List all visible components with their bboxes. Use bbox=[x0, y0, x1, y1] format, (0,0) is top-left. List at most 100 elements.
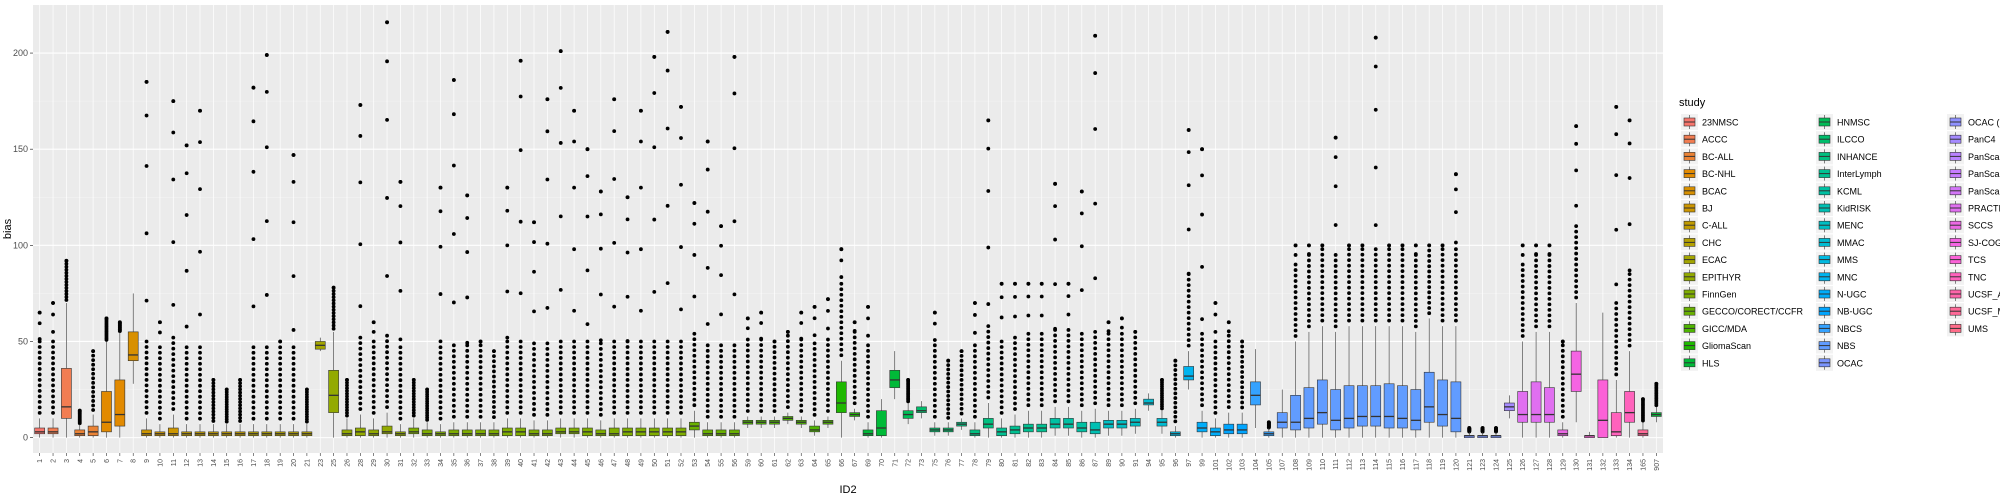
outlier-point bbox=[532, 379, 536, 384]
outlier-point bbox=[679, 136, 683, 140]
x-tick-label-165: 165 bbox=[1640, 459, 1647, 471]
outlier-point bbox=[598, 412, 603, 417]
outlier-point bbox=[692, 342, 697, 347]
outlier-point bbox=[1534, 275, 1538, 279]
outlier-point bbox=[759, 336, 764, 341]
outlier-point bbox=[398, 389, 403, 394]
outlier-point bbox=[852, 362, 857, 367]
outlier-point bbox=[1066, 366, 1071, 371]
box-7 bbox=[114, 320, 126, 438]
outlier-point bbox=[1039, 313, 1044, 318]
outlier-point bbox=[719, 409, 723, 414]
box-86 bbox=[1076, 189, 1088, 438]
outlier-point bbox=[1106, 370, 1111, 375]
outlier-point bbox=[1574, 229, 1579, 234]
outlier-point bbox=[652, 356, 657, 360]
x-tick-label-52: 52 bbox=[678, 459, 685, 467]
x-tick-label-128: 128 bbox=[1547, 459, 1554, 471]
outlier-point bbox=[1119, 381, 1124, 386]
box-32 bbox=[408, 378, 420, 438]
outlier-point bbox=[732, 219, 737, 224]
legend-label: BC-ALL bbox=[1702, 152, 1734, 162]
x-tick-label-75: 75 bbox=[932, 459, 939, 467]
outlier-point bbox=[184, 356, 189, 361]
outlier-point bbox=[518, 345, 523, 349]
box-body bbox=[1423, 371, 1435, 423]
outlier-point bbox=[492, 374, 496, 379]
outlier-point bbox=[1066, 355, 1071, 360]
outlier-point bbox=[1307, 275, 1311, 279]
outlier-point bbox=[1066, 312, 1071, 317]
box-51 bbox=[662, 30, 673, 438]
outlier-point bbox=[398, 411, 403, 416]
box-body bbox=[61, 368, 72, 419]
outlier-point bbox=[852, 401, 857, 406]
outlier-point bbox=[1026, 392, 1031, 397]
outlier-point bbox=[1226, 377, 1231, 382]
outlier-point bbox=[345, 408, 349, 413]
outlier-point bbox=[973, 376, 977, 381]
outlier-point bbox=[371, 339, 376, 344]
x-tick-label-99: 99 bbox=[1200, 459, 1207, 467]
outlier-point bbox=[545, 346, 550, 351]
outlier-point bbox=[278, 372, 283, 377]
outlier-point bbox=[1093, 368, 1098, 373]
outlier-point bbox=[51, 410, 55, 415]
outlier-point bbox=[1627, 338, 1632, 343]
box-54 bbox=[702, 139, 714, 438]
outlier-point bbox=[1226, 339, 1231, 344]
outlier-point bbox=[358, 390, 363, 395]
box-body bbox=[595, 429, 607, 436]
outlier-point bbox=[545, 412, 550, 417]
outlier-point bbox=[959, 406, 964, 411]
outlier-point bbox=[639, 389, 643, 393]
x-tick-label-73: 73 bbox=[919, 459, 926, 467]
box-113 bbox=[1357, 243, 1368, 438]
outlier-point bbox=[371, 394, 376, 399]
outlier-point bbox=[451, 354, 456, 359]
outlier-point bbox=[772, 382, 777, 387]
outlier-point bbox=[1454, 302, 1458, 307]
outlier-point bbox=[558, 389, 563, 393]
outlier-point bbox=[1547, 307, 1552, 312]
outlier-point bbox=[852, 357, 857, 362]
outlier-point bbox=[1574, 257, 1579, 261]
outlier-point bbox=[652, 372, 657, 377]
outlier-point bbox=[1373, 263, 1378, 268]
outlier-point bbox=[438, 339, 443, 344]
outlier-point bbox=[973, 414, 977, 419]
x-tick-label-133: 133 bbox=[1614, 459, 1621, 471]
outlier-point bbox=[238, 419, 242, 423]
outlier-point bbox=[1547, 286, 1552, 290]
outlier-point bbox=[1053, 326, 1057, 331]
outlier-point bbox=[492, 410, 496, 414]
outlier-point bbox=[1173, 368, 1178, 372]
outlier-point bbox=[184, 143, 189, 148]
outlier-point bbox=[839, 353, 844, 358]
outlier-point bbox=[478, 376, 483, 381]
outlier-point bbox=[158, 405, 162, 410]
outlier-point bbox=[158, 361, 162, 366]
outlier-point bbox=[679, 410, 683, 415]
legend-item: UMS bbox=[1947, 320, 1988, 337]
outlier-point bbox=[518, 148, 523, 153]
box-body bbox=[1250, 381, 1261, 406]
outlier-point bbox=[785, 339, 790, 344]
box-40 bbox=[515, 58, 526, 438]
outlier-point bbox=[1387, 313, 1392, 318]
outlier-point bbox=[625, 383, 630, 388]
outlier-point bbox=[492, 389, 496, 394]
box-69 bbox=[862, 304, 874, 438]
outlier-point bbox=[1413, 297, 1418, 301]
outlier-point bbox=[158, 416, 162, 421]
x-tick-label-116: 116 bbox=[1400, 459, 1407, 470]
outlier-point bbox=[1427, 259, 1432, 263]
outlier-point bbox=[839, 287, 844, 292]
outlier-point bbox=[1427, 264, 1432, 269]
outlier-point bbox=[37, 321, 42, 326]
outlier-point bbox=[1226, 399, 1231, 404]
legend-item: NBS bbox=[1816, 337, 1856, 354]
outlier-point bbox=[398, 400, 403, 405]
x-tick-label-96: 96 bbox=[1173, 459, 1180, 467]
outlier-point bbox=[652, 367, 657, 371]
